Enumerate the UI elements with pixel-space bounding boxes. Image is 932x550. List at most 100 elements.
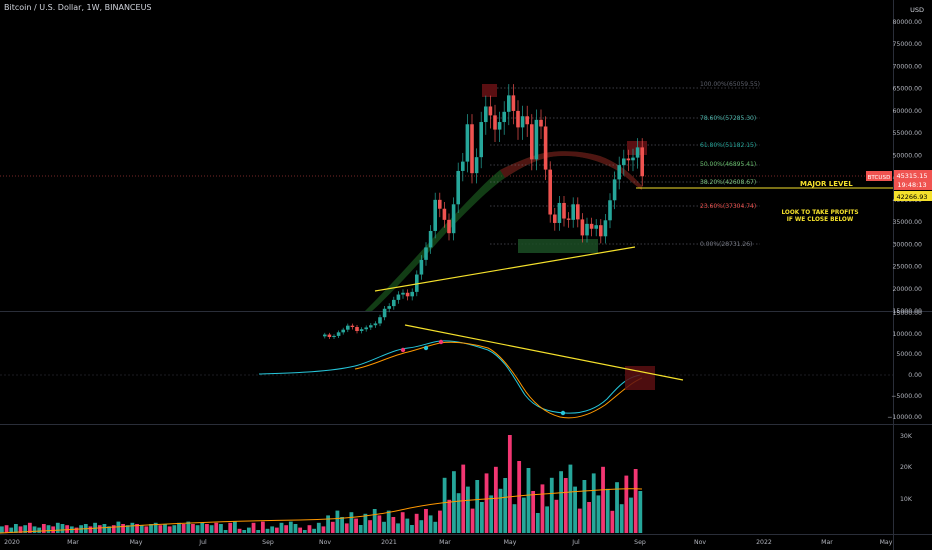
volume-bar: [321, 526, 326, 533]
last-price-tag: [894, 170, 932, 190]
volume-bar: [540, 484, 545, 533]
time-tick: May: [130, 539, 143, 546]
candle-body: [479, 122, 483, 158]
macd-trendline[interactable]: [404, 324, 684, 381]
candle-body: [405, 292, 410, 297]
volume-bar: [587, 502, 591, 533]
volume-bar: [610, 510, 615, 533]
volume-bar: [340, 517, 344, 533]
volume-bar: [349, 512, 354, 533]
volume-bar: [629, 497, 633, 533]
price-tick: 30000.00: [892, 241, 922, 248]
volume-bar: [32, 526, 37, 533]
volume-bar: [358, 525, 363, 533]
candle-body: [516, 110, 520, 128]
volume-bar: [307, 525, 312, 533]
candle-body: [346, 325, 350, 330]
volume-bar: [419, 520, 424, 533]
volume-bar: [111, 525, 116, 533]
major-level-label: MAJOR LEVEL: [800, 180, 853, 188]
candle-body: [465, 124, 470, 162]
volume-bar: [274, 527, 279, 533]
support-zone-box[interactable]: [518, 239, 598, 253]
volume-bar: [624, 475, 629, 533]
volume-bar: [219, 524, 223, 533]
candle-body: [599, 225, 603, 237]
volume-bar: [573, 486, 577, 533]
volume-tick: 30K: [900, 433, 913, 440]
volume-bar: [596, 495, 601, 533]
candle-body: [594, 225, 598, 229]
volume-bar: [633, 469, 638, 533]
volume-bar: [242, 530, 247, 533]
macd-tick: −5000.00: [891, 393, 922, 400]
volume-bar: [372, 509, 377, 533]
candle-body: [576, 204, 580, 220]
candle-body: [548, 169, 552, 215]
candle-body: [336, 332, 341, 336]
time-tick: Mar: [821, 539, 833, 546]
macd-tick: 0.00: [908, 372, 922, 379]
countdown-text: 19:48:13: [897, 181, 926, 189]
price-tick: 25000.00: [892, 264, 922, 271]
fib-retracement[interactable]: [490, 87, 760, 245]
candle-body: [359, 329, 364, 332]
volume-axis[interactable]: 30K 20K 10K: [900, 433, 913, 503]
volume-bar: [535, 513, 540, 533]
macd-cross-1: [400, 347, 406, 353]
volume-bar: [18, 526, 23, 533]
top-highlight-box[interactable]: [482, 84, 497, 97]
volume-bar: [619, 504, 624, 533]
candle-body: [612, 179, 617, 201]
volume-ma: [0, 488, 643, 534]
time-tick: Sep: [634, 539, 646, 546]
candle-body: [585, 223, 589, 236]
volume-bar: [507, 435, 512, 533]
time-tick: Nov: [319, 539, 331, 546]
support-trendline[interactable]: [374, 246, 636, 292]
volume-bar: [475, 480, 480, 533]
candle-body: [323, 334, 327, 337]
volume-bar: [503, 478, 508, 533]
candle-body: [497, 122, 502, 130]
volume-bar: [577, 508, 582, 533]
volume-bar: [470, 508, 475, 533]
candlestick-series[interactable]: [323, 84, 644, 340]
volume-bar: [125, 525, 130, 533]
price-axis[interactable]: 80000.00 75000.00 70000.00 65000.00 60000.00…: [892, 19, 922, 315]
time-axis[interactable]: 2020 Mar May Jul Sep Nov 2021 Mar May Jul Sep Nov 20…: [4, 539, 893, 546]
candle-body: [603, 220, 608, 237]
candle-body: [525, 116, 529, 125]
volume-series[interactable]: [0, 435, 643, 533]
price-tick: 60000.00: [892, 108, 922, 115]
macd-cross-2: [423, 345, 429, 351]
price-tick: 55000.00: [892, 130, 922, 137]
volume-bar: [177, 522, 181, 533]
candle-body: [387, 306, 391, 309]
candle-body: [484, 106, 488, 123]
price-tick: 20000.00: [892, 286, 922, 293]
volume-bar: [493, 466, 498, 533]
volume-bar: [135, 524, 139, 533]
candle-body: [396, 294, 401, 300]
candle-body: [635, 147, 640, 158]
symbol-title[interactable]: Bitcoin / U.S. Dollar, 1W, BINANCEUS: [4, 3, 152, 12]
candle-body: [461, 161, 465, 171]
volume-bar: [97, 525, 102, 533]
volume-bar: [615, 482, 619, 533]
candle-body: [327, 334, 332, 338]
candle-body: [382, 308, 387, 318]
volume-bar: [479, 502, 484, 533]
candle-body: [566, 218, 571, 220]
candle-body: [580, 219, 585, 236]
time-tick: Jul: [571, 539, 580, 546]
volume-bar: [316, 522, 321, 533]
volume-bar: [344, 523, 349, 533]
volume-bar: [330, 521, 335, 533]
candle-body: [341, 329, 345, 333]
candle-body: [493, 115, 497, 130]
macd-axis[interactable]: 15000.00 10000.00 5000.00 0.00 −5000.00 −1000…: [887, 310, 922, 421]
candle-body: [530, 124, 534, 160]
volume-bar: [521, 497, 526, 533]
